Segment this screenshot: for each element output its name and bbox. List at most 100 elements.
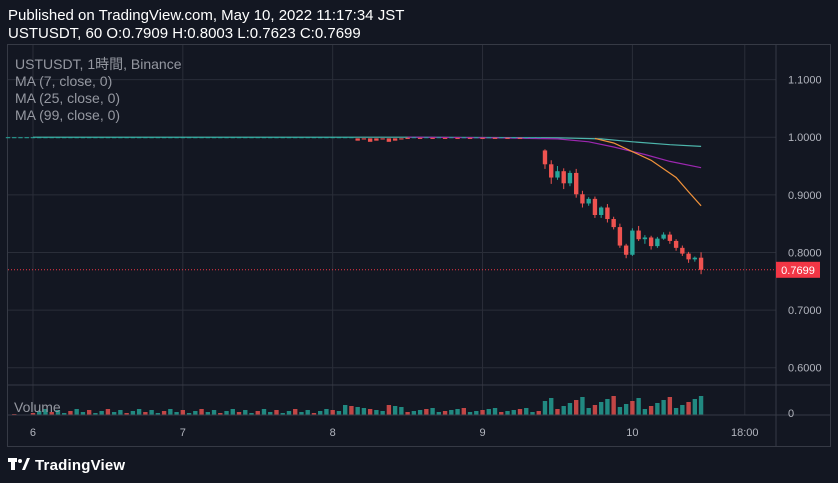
legend-ma25[interactable]: MA (25, close, 0) <box>15 90 121 106</box>
candle <box>455 137 460 139</box>
volume-bar <box>311 413 317 415</box>
candle <box>436 137 442 139</box>
candle <box>243 137 248 139</box>
volume-bar <box>261 409 267 415</box>
candle-body <box>605 207 610 220</box>
candle <box>461 137 466 139</box>
candle-body <box>636 230 641 240</box>
candle <box>24 137 29 139</box>
volume-bar <box>299 412 304 415</box>
legend-ma99[interactable]: MA (99, close, 0) <box>15 107 121 123</box>
volume-bar <box>605 399 610 415</box>
chart-frame[interactable] <box>7 44 831 447</box>
candle <box>467 137 473 139</box>
volume-bar <box>243 410 248 415</box>
volume-bar <box>480 410 485 415</box>
volume-bar <box>37 411 42 415</box>
volume-bar <box>642 409 648 415</box>
volume-bar <box>268 412 273 415</box>
candle <box>274 137 279 139</box>
candle <box>136 137 142 139</box>
candle-body <box>598 207 604 215</box>
volume-bar <box>62 413 67 415</box>
volume-bar <box>305 410 310 415</box>
candle <box>392 138 398 141</box>
candle-body <box>574 172 579 195</box>
volume-bar <box>492 408 498 415</box>
legend-volume[interactable]: Volume <box>14 399 61 415</box>
candle-body <box>542 150 548 165</box>
volume-bar <box>636 398 641 415</box>
volume-bar <box>698 396 704 415</box>
volume-bar <box>598 402 604 415</box>
volume-bar <box>111 412 117 415</box>
y-tick-label: 0.9000 <box>788 190 822 202</box>
volume-bar <box>342 405 348 415</box>
candle <box>224 137 229 139</box>
candle <box>174 137 179 139</box>
candle <box>12 137 17 139</box>
y-tick-label: 0.6000 <box>788 363 822 375</box>
volume-bar <box>661 400 666 415</box>
ohlc-readout: USTUSDT, 60 O:0.7909 H:0.8003 L:0.7623 C… <box>8 25 361 42</box>
volume-bar <box>561 406 566 415</box>
volume-bar <box>680 405 685 415</box>
candles <box>5 137 704 275</box>
candle <box>5 137 11 139</box>
volume-bar <box>149 410 154 415</box>
volume-bar <box>93 413 98 415</box>
candle-body <box>680 247 685 254</box>
volume-bar <box>442 411 448 415</box>
volume-bar <box>118 410 123 415</box>
candle-body <box>580 194 585 204</box>
candle <box>524 137 529 139</box>
volume-zero-label: 0 <box>788 408 794 420</box>
candle-body <box>567 172 573 184</box>
volume-bar <box>280 413 285 415</box>
tradingview-logo-icon <box>8 458 30 470</box>
volume-bar <box>536 411 541 415</box>
candle <box>517 137 523 139</box>
volume-bar <box>236 412 242 415</box>
tradingview-brand[interactable]: TradingView <box>35 456 126 474</box>
volume-bar <box>274 410 279 415</box>
candle <box>255 137 260 139</box>
candle <box>449 137 454 139</box>
y-tick-label: 1.0000 <box>788 132 822 144</box>
volume-bar <box>224 411 229 415</box>
candle-body <box>655 238 660 247</box>
volume-bar <box>436 412 442 415</box>
candle-body <box>673 240 679 248</box>
candle <box>411 137 417 139</box>
legend-ma7[interactable]: MA (7, close, 0) <box>15 73 113 89</box>
volume-bar <box>386 405 392 415</box>
candle <box>37 137 42 139</box>
candle <box>43 137 48 139</box>
volume-bar <box>286 411 292 415</box>
volume-bar <box>530 412 535 415</box>
volume-bar <box>461 408 466 415</box>
last-price-badge: 0.7699 <box>776 261 820 278</box>
candle <box>417 137 423 139</box>
candle <box>405 137 410 139</box>
published-caption: Published on TradingView.com, May 10, 20… <box>8 7 405 24</box>
x-tick-label: 10 <box>626 427 638 439</box>
candle <box>536 137 541 139</box>
volume-bar <box>211 410 217 415</box>
candle <box>492 137 498 139</box>
legend-symbol[interactable]: USTUSDT, 1時間, Binance <box>15 56 182 72</box>
volume-bar <box>318 411 323 415</box>
candle-body <box>586 198 591 204</box>
candle-body <box>611 219 616 228</box>
candle <box>180 137 186 139</box>
candle <box>499 137 504 139</box>
volume-bar <box>611 396 616 415</box>
candle <box>361 138 367 140</box>
volume-bar <box>49 412 54 415</box>
candle <box>486 137 491 139</box>
candle <box>155 137 161 139</box>
volume-bar <box>374 410 379 415</box>
candle <box>374 138 379 141</box>
candle <box>80 137 86 139</box>
